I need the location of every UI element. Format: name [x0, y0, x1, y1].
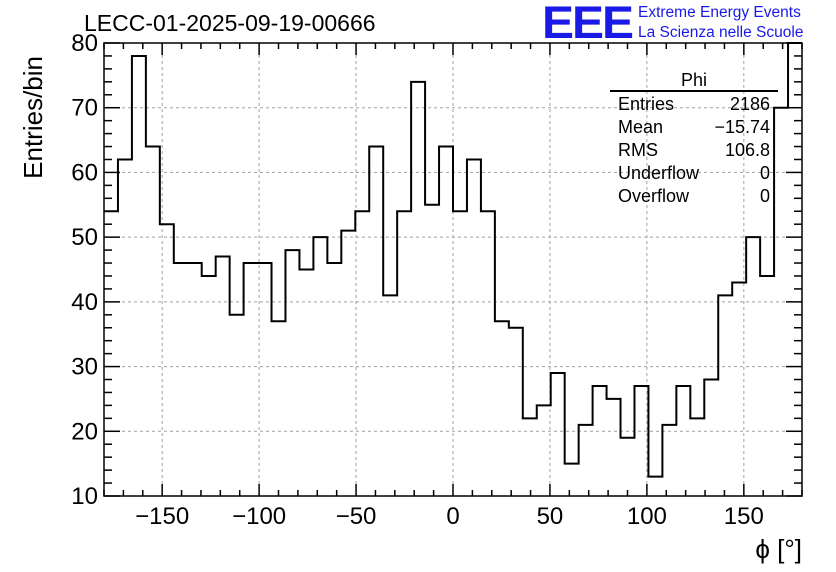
histogram-bin	[537, 405, 551, 496]
stats-value-rms: 106.8	[725, 140, 770, 160]
run-title: LECC-01-2025-09-19-00666	[84, 10, 376, 36]
histogram-bin	[202, 276, 216, 496]
stats-label-entries: Entries	[618, 94, 674, 114]
stats-box: Phi Entries 2186 Mean −15.74 RMS 106.8 U…	[610, 70, 778, 206]
histogram-bin	[118, 159, 132, 496]
histogram-bin	[160, 224, 174, 496]
eee-logo: EEE	[542, 0, 634, 49]
histogram-bin	[355, 211, 369, 496]
histogram-bin	[299, 270, 313, 497]
histogram-bin	[662, 425, 676, 496]
stats-label-overflow: Overflow	[618, 186, 690, 206]
stats-box-title: Phi	[681, 70, 707, 90]
y-tick-label: 70	[71, 95, 98, 122]
y-tick-label: 10	[71, 483, 98, 510]
histogram-bin	[788, 43, 802, 496]
histogram-bin	[565, 464, 579, 496]
x-tick-label: −150	[135, 503, 189, 530]
stats-value-mean: −15.74	[714, 117, 770, 137]
histogram-bin	[593, 386, 607, 496]
histogram-bin	[718, 295, 732, 496]
histogram-bin	[244, 263, 258, 496]
x-axis-label: ϕ [°]	[755, 534, 802, 564]
axis-tick-labels: −150 −100 −50 0 50 100 150 10 20 30 40 50 60 70 80	[71, 30, 764, 530]
x-tick-label: 0	[446, 503, 459, 530]
stats-label-mean: Mean	[618, 117, 663, 137]
histogram-bin	[634, 386, 648, 496]
y-tick-label: 60	[71, 159, 98, 186]
histogram-bin	[579, 425, 593, 496]
histogram-bin	[132, 56, 146, 496]
histogram-bin	[690, 418, 704, 496]
histogram-bin	[704, 380, 718, 496]
histogram-bin	[676, 386, 690, 496]
histogram-bin	[453, 211, 467, 496]
histogram-bin	[146, 147, 160, 496]
histogram-bin	[509, 328, 523, 496]
histogram-bin	[760, 276, 774, 496]
histogram-bin	[523, 418, 537, 496]
histogram-bin	[607, 399, 621, 496]
histogram-bin	[174, 263, 188, 496]
histogram-bin	[216, 257, 230, 496]
plot-frame	[103, 42, 803, 497]
histogram-bin	[341, 231, 355, 496]
histogram-bin	[397, 211, 411, 496]
stats-label-underflow: Underflow	[618, 163, 700, 183]
x-tick-label: 50	[537, 503, 564, 530]
y-tick-label: 80	[71, 30, 98, 57]
x-tick-label: −50	[336, 503, 377, 530]
histogram-bin	[621, 438, 635, 496]
x-tick-label: 100	[627, 503, 667, 530]
histogram-bin	[648, 477, 662, 496]
x-tick-label: 150	[724, 503, 764, 530]
histogram-bin	[272, 321, 286, 496]
histogram-bin	[383, 295, 397, 496]
histogram-bin	[467, 159, 481, 496]
histogram-bin	[327, 263, 341, 496]
histogram-bin	[369, 147, 383, 496]
histogram-bin	[230, 315, 244, 496]
stats-value-entries: 2186	[730, 94, 770, 114]
histogram-bin	[425, 205, 439, 496]
logo-caption-line2: La Scienza nelle Scuole	[638, 24, 804, 41]
y-tick-label: 40	[71, 289, 98, 316]
stats-label-rms: RMS	[618, 140, 658, 160]
histogram-bin	[551, 373, 565, 496]
y-tick-label: 50	[71, 224, 98, 251]
stats-value-overflow: 0	[760, 186, 770, 206]
histogram-bin	[285, 250, 299, 496]
axis-ticks	[103, 42, 803, 497]
histogram-bin	[411, 82, 425, 496]
histogram-bin	[439, 147, 453, 496]
y-tick-label: 30	[71, 354, 98, 381]
histogram-bin	[481, 211, 495, 496]
histogram-outline	[104, 42, 802, 478]
grid-lines	[104, 42, 802, 497]
logo-caption-line1: Extreme Energy Events	[638, 4, 801, 21]
stats-value-underflow: 0	[760, 163, 770, 183]
histogram-bin	[495, 321, 509, 496]
histogram-bin	[258, 263, 272, 496]
x-tick-label: −100	[232, 503, 286, 530]
y-axis-label: Entries/bin	[18, 56, 48, 179]
y-tick-label: 20	[71, 418, 98, 445]
histogram-bin	[188, 263, 202, 496]
